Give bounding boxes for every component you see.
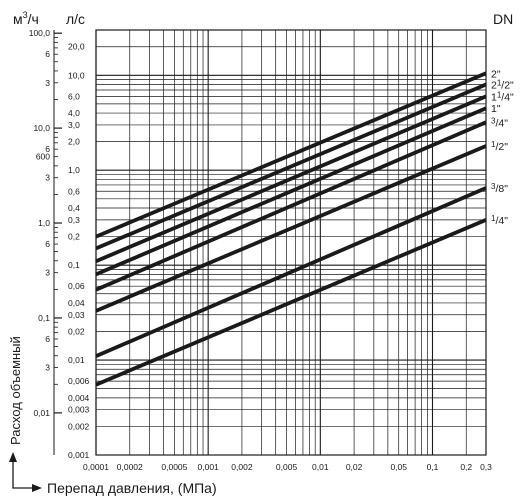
x-axis-label: Перепад давления, (МПа): [47, 480, 217, 496]
y-tick-label-ls: 3,0: [68, 120, 80, 130]
y-tick-label-ls: 0,6: [68, 186, 80, 196]
y-tick-label-ls: 0,02: [68, 326, 85, 336]
dn-labels: 2"21/2"11/4"1"3/4" 1/2" 3/8" 1/4": [491, 68, 514, 227]
y-tick-label-ls: 0,004: [68, 393, 90, 403]
x-tick-label: 0,002: [231, 462, 253, 472]
dn-label: 1/2": [491, 140, 508, 153]
m3h-axis: [53, 30, 62, 455]
y-tick-label-ls: 0,006: [68, 376, 90, 386]
dn-label: 3/8": [491, 182, 508, 195]
x-tick-label: 0,02: [346, 462, 363, 472]
x-tick-label: 0,2: [460, 462, 472, 472]
up-arrow-icon: [9, 452, 17, 462]
y-tick-label-ls: 0,001: [68, 450, 90, 460]
y-tick-label-m3h: 10,0: [33, 123, 50, 133]
y-tick-label-m3h: 0,01: [33, 408, 50, 418]
grid: [95, 29, 487, 456]
series-line: [95, 71, 487, 239]
x-tick-label: 0,001: [198, 462, 220, 472]
y-tick-label-ls: 0,03: [68, 310, 85, 320]
plot-frame: [95, 29, 487, 456]
right-arrow-icon: [32, 484, 42, 492]
dn-label: 21/2": [491, 78, 514, 91]
y-tick-label-ls: 4,0: [68, 108, 80, 118]
series-line: [95, 186, 487, 358]
y-tick-label-ls: 0,1: [68, 260, 80, 270]
x-tick-label: 0,0001: [83, 462, 109, 472]
y-tick-label-ls: 1,0: [68, 165, 80, 175]
x-tick-label: 0,005: [276, 462, 298, 472]
y-tick-label-ls: 6,0: [68, 91, 80, 101]
y-tick-label-ls: 10,0: [68, 70, 85, 80]
y-tick-label-m3h: 1,0: [38, 218, 50, 228]
header-dn-label: DN: [493, 11, 513, 27]
series-line: [95, 106, 487, 277]
header-m3h-unit: м3/ч: [13, 10, 39, 27]
y-tick-label-m3h: 3: [45, 268, 50, 278]
y-tick-label-ls: 0,4: [68, 203, 80, 213]
y-tick-label-m3h: 6: [45, 144, 50, 154]
series-line: [95, 82, 487, 251]
series-line: [95, 120, 487, 292]
dn-label: 1/4": [491, 214, 508, 227]
y-tick-label-ls: 0,06: [68, 281, 85, 291]
y-tick-label-ls: 0,003: [68, 405, 90, 415]
y-tick-label-ls: 0,002: [68, 421, 90, 431]
y-axis-label: Расход объемный: [8, 336, 23, 445]
series-line: [95, 94, 487, 263]
y-tick-label-m3h: 6: [45, 239, 50, 249]
y-tick-label-m3h: 6: [45, 49, 50, 59]
y-tick-label-m3h: 3: [45, 173, 50, 183]
header-ls-unit: л/с: [66, 11, 85, 27]
y-tick-label-m3h: 6: [45, 334, 50, 344]
x-tick-label: 0,1: [427, 462, 439, 472]
y-tick-label-ls: 20,0: [68, 42, 85, 52]
x-tick-label: 0,0002: [117, 462, 143, 472]
y-tick-label-ls: 0,04: [68, 298, 85, 308]
x-tick-label: 0,05: [390, 462, 407, 472]
dn-label: 2": [491, 68, 501, 80]
series-line: [95, 218, 487, 387]
axis-arrows: [9, 452, 42, 492]
x-tick-label: 0,01: [312, 462, 329, 472]
y-tick-label-ls: 0,2: [68, 232, 80, 242]
y-tick-label-m3h: 100,0: [29, 28, 51, 38]
y-tick-label-m3h: 600: [36, 152, 50, 162]
tick-labels: 0,0001 0,0002 0,0005 0,001 0,002 0,005 0,01 0,0…: [29, 28, 492, 472]
series-line: [95, 144, 487, 313]
y-tick-label-m3h: 3: [45, 78, 50, 88]
x-tick-label: 0,0005: [161, 462, 187, 472]
y-tick-label-ls: 2,0: [68, 137, 80, 147]
series-lines: [95, 71, 487, 387]
x-tick-label: 0,3: [480, 462, 492, 472]
dn-label: 1": [491, 103, 501, 115]
dn-label: 11/4": [491, 90, 514, 103]
y-tick-label-m3h: 3: [45, 363, 50, 373]
y-tick-label-m3h: 0,1: [38, 313, 50, 323]
y-tick-label-ls: 0,01: [68, 355, 85, 365]
dn-label: 3/4": [491, 116, 508, 129]
y-tick-label-ls: 0,3: [68, 215, 80, 225]
